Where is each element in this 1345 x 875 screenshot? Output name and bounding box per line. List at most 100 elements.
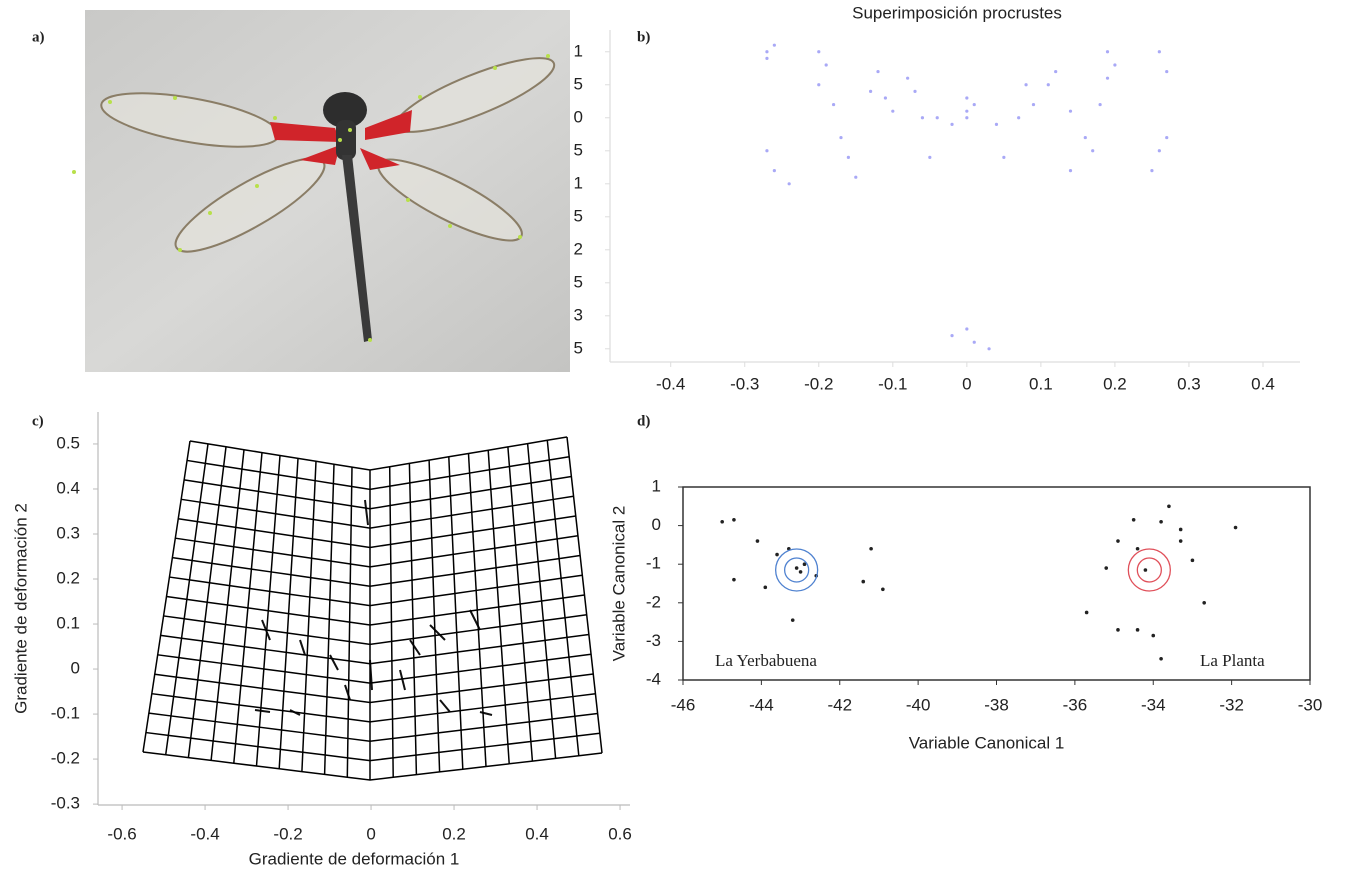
y-tick-label: 0.3 bbox=[56, 523, 80, 542]
y-tick-label: -4 bbox=[646, 669, 661, 688]
x-tick-label: 0 bbox=[962, 374, 971, 393]
point bbox=[876, 69, 880, 74]
point bbox=[794, 566, 799, 570]
point bbox=[1116, 628, 1120, 632]
y-tick-label: 0 bbox=[71, 659, 80, 678]
point bbox=[817, 83, 821, 87]
mesh-line bbox=[186, 456, 570, 491]
point bbox=[1165, 135, 1169, 140]
y-tick-label: 1 bbox=[574, 41, 583, 60]
mesh-line bbox=[255, 455, 281, 767]
point bbox=[1002, 155, 1006, 159]
point bbox=[994, 122, 999, 126]
point bbox=[765, 56, 769, 60]
point bbox=[881, 587, 885, 592]
y-axis-label: Gradiente de deformación 2 bbox=[11, 503, 30, 714]
point bbox=[854, 175, 858, 179]
mesh-line bbox=[526, 443, 557, 759]
point bbox=[772, 168, 776, 173]
point bbox=[1024, 83, 1028, 87]
y-tick-label: 2 bbox=[574, 239, 583, 258]
point bbox=[935, 116, 939, 120]
mesh-line bbox=[184, 475, 572, 510]
point bbox=[1031, 102, 1036, 107]
y-tick-label: 0.2 bbox=[56, 568, 80, 587]
mesh-line bbox=[278, 458, 299, 769]
y-tick-label: -3 bbox=[646, 631, 661, 650]
mesh-line bbox=[507, 446, 534, 762]
panel-label: b) bbox=[637, 29, 650, 45]
y-tick-label: -0.3 bbox=[51, 794, 80, 813]
y-tick-label: 1 bbox=[652, 476, 661, 495]
point bbox=[1131, 518, 1136, 522]
mesh-line bbox=[301, 461, 317, 772]
y-tick-label: -0.1 bbox=[51, 704, 80, 723]
point bbox=[1178, 527, 1183, 532]
point bbox=[1157, 50, 1161, 54]
point bbox=[1150, 168, 1154, 173]
point bbox=[1104, 566, 1109, 570]
point bbox=[787, 182, 791, 186]
x-tick-label: -0.4 bbox=[656, 374, 685, 393]
x-axis-label: Variable Canonical 1 bbox=[909, 733, 1065, 752]
x-tick-label: -0.2 bbox=[804, 374, 833, 393]
point bbox=[869, 89, 873, 93]
x-tick-label: -0.1 bbox=[878, 374, 907, 393]
point bbox=[1159, 656, 1163, 661]
chart-title: Superimposición procrustes bbox=[852, 3, 1062, 22]
y-tick-label: -0.2 bbox=[51, 749, 80, 768]
point bbox=[987, 347, 991, 351]
point bbox=[1190, 558, 1195, 563]
y-axis-label: Variable Canonical 2 bbox=[609, 506, 628, 662]
x-tick-label: -42 bbox=[827, 695, 852, 714]
y-tick-label: 3 bbox=[574, 305, 583, 324]
mesh-line bbox=[566, 436, 603, 754]
point bbox=[824, 63, 828, 67]
photo bbox=[72, 10, 570, 372]
x-tick-label: 0.6 bbox=[608, 824, 632, 843]
point bbox=[891, 109, 895, 113]
point bbox=[972, 340, 976, 344]
point bbox=[1068, 168, 1073, 173]
x-tick-label: 0.4 bbox=[1251, 374, 1275, 393]
mesh-line bbox=[210, 449, 245, 761]
point bbox=[1202, 601, 1206, 605]
x-tick-label: -36 bbox=[1063, 695, 1088, 714]
mesh-line bbox=[388, 466, 394, 778]
point bbox=[1105, 76, 1110, 80]
point bbox=[1233, 525, 1238, 530]
mesh-line bbox=[346, 467, 353, 778]
point bbox=[1157, 149, 1161, 153]
confidence-circle bbox=[774, 548, 819, 592]
point bbox=[763, 585, 768, 590]
point bbox=[1105, 50, 1110, 54]
point bbox=[1068, 109, 1073, 113]
point bbox=[965, 96, 969, 100]
point bbox=[790, 618, 795, 622]
point bbox=[1178, 539, 1183, 543]
point bbox=[950, 333, 954, 338]
x-tick-label: 0.2 bbox=[442, 824, 466, 843]
mesh-line bbox=[448, 456, 464, 770]
point bbox=[802, 562, 807, 566]
point bbox=[906, 76, 910, 80]
point bbox=[732, 518, 736, 522]
mesh-line bbox=[181, 495, 574, 529]
point bbox=[1135, 546, 1140, 551]
mesh-line bbox=[142, 440, 191, 753]
x-tick-label: -44 bbox=[749, 695, 774, 714]
panel-label: d) bbox=[637, 413, 650, 429]
group-label: La Yerbabuena bbox=[715, 651, 817, 670]
point bbox=[1143, 568, 1148, 572]
point bbox=[765, 50, 769, 54]
point bbox=[831, 102, 836, 107]
x-tick-label: -32 bbox=[1219, 695, 1244, 714]
y-tick-label: 0.5 bbox=[56, 433, 80, 452]
point bbox=[1017, 116, 1021, 120]
point bbox=[920, 116, 925, 120]
point bbox=[1151, 633, 1156, 638]
point bbox=[928, 155, 932, 159]
mesh-line bbox=[546, 440, 580, 756]
y-tick-label: 1 bbox=[574, 173, 583, 192]
point bbox=[1113, 63, 1117, 67]
